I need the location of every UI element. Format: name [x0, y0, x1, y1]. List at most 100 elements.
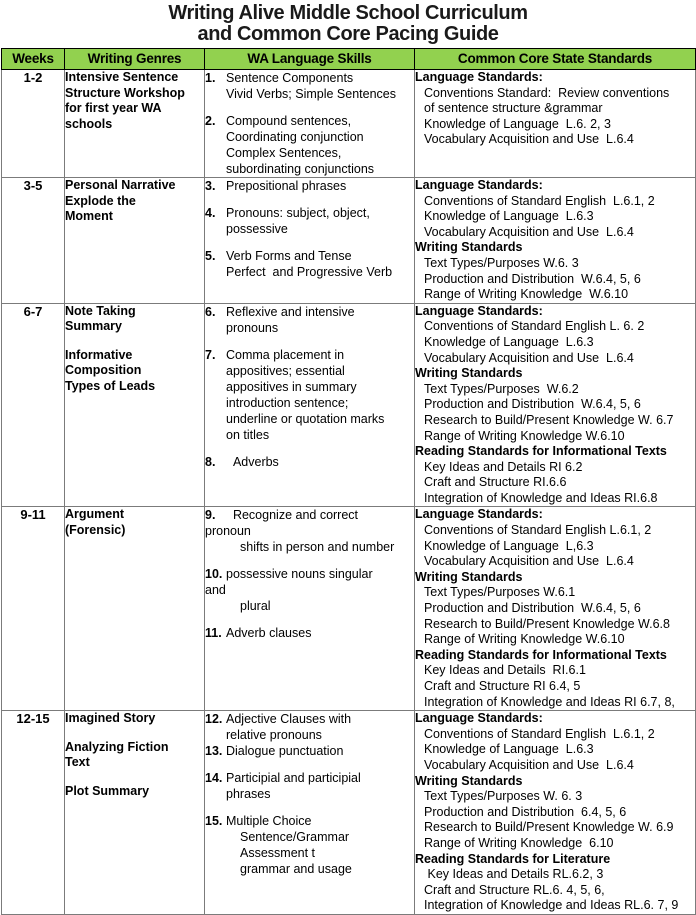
skill-number: 14.: [205, 771, 223, 786]
table-row: 9-11 Argument (Forensic) 9. Recognize and c…: [1, 506, 696, 712]
standards-line: Text Types/Purposes W.6.2: [424, 381, 579, 396]
cell-language-skills: 1. Sentence Components Vivid Verbs; Simple…: [204, 69, 415, 178]
genre-line: Moment: [65, 209, 113, 223]
cell-language-skills: 9. Recognize and correct pronoun shifts in…: [204, 506, 415, 712]
genre-line: Plot Summary: [65, 783, 150, 798]
standards-line: Vocabulary Acquisition and Use L.6.4: [424, 350, 634, 365]
genre-line: Personal Narrative: [65, 178, 176, 192]
standards-line: Key Ideas and Details RI.6.1: [424, 663, 586, 678]
skill-item: 1. Sentence Components Vivid Verbs; Simple…: [205, 70, 414, 102]
standards-line: Knowledge of Language L.6. 2, 3: [424, 116, 611, 131]
cell-writing-genres: Argument (Forensic): [64, 506, 205, 712]
skill-item: 15. Multiple Choice Sentence/Grammar Assess…: [205, 813, 414, 877]
skill-line: introduction sentence;: [226, 395, 349, 410]
cell-common-core-standards: Language Standards: Conventions of Standa…: [414, 710, 696, 915]
genre-line: for first year WA: [65, 101, 162, 115]
standards-line: Knowledge of Language L.6.3: [424, 334, 594, 349]
table-row: 6-7 Note Taking Summary Informative Composit…: [1, 302, 696, 508]
standards-line: Key Ideas and Details RL.6.2, 3: [424, 867, 604, 882]
standards-line: Text Types/Purposes W.6. 3: [424, 255, 579, 270]
standards-heading: Writing Standards: [415, 773, 523, 788]
document-title: Writing Alive Middle School Curriculum a…: [0, 0, 696, 45]
skill-line: Dialogue punctuation: [226, 744, 344, 759]
genre-line: Explode the: [65, 193, 136, 208]
skill-line: Vivid Verbs; Simple Sentences: [226, 87, 397, 101]
standards-line: Vocabulary Acquisition and Use L.6.4: [424, 132, 634, 147]
standards-heading: Language Standards:: [415, 178, 543, 192]
skill-number: 11.: [205, 626, 222, 641]
skill-line: pronouns: [226, 320, 279, 335]
standards-line: Production and Distribution W.6.4, 5, 6: [424, 601, 641, 616]
skill-number: 4.: [205, 206, 216, 220]
skill-line: Perfect and Progressive Verb: [226, 265, 393, 279]
standards-line: Production and Distribution W.6.4, 5, 6: [424, 397, 641, 412]
skill-number: 3.: [205, 179, 216, 193]
standards-line: Research to Build/Present Knowledge W.6.…: [424, 616, 670, 631]
skill-line: Sentence Components: [226, 71, 354, 85]
cell-writing-genres: Personal Narrative Explode the Moment: [64, 177, 205, 304]
standards-heading: Language Standards:: [415, 303, 543, 318]
skill-line: Adverbs: [226, 454, 279, 469]
genre-line: Note Taking: [65, 303, 136, 318]
skill-line: Coordinating conjunction: [226, 130, 364, 144]
skill-line: phrases: [226, 787, 271, 802]
skill-line: subordinating conjunctions: [226, 162, 375, 176]
genre-group: Intensive Sentence Structure Workshop for …: [65, 70, 204, 132]
standards-line: Craft and Structure RI 6.4, 5: [424, 679, 581, 693]
skill-item: 10. possessive nouns singular and plural: [205, 566, 414, 614]
skill-item: 9. Recognize and correct pronoun shifts in…: [205, 507, 414, 555]
cell-common-core-standards: Language Standards: Conventions of Standa…: [414, 177, 696, 304]
standards-line: Knowledge of Language L.6.3: [424, 209, 594, 224]
standards-line: Knowledge of Language L.6.3: [424, 742, 594, 757]
standards-line: Range of Writing Knowledge 6.10: [424, 835, 614, 850]
title-line-2: and Common Core Pacing Guide: [197, 23, 499, 45]
skill-line: relative pronouns: [226, 728, 322, 743]
standards-line: Text Types/Purposes W. 6. 3: [424, 789, 583, 804]
skill-line: Verb Forms and Tense: [226, 249, 352, 263]
table-row: 12-15 Imagined Story Analyzing Fiction Text…: [1, 710, 696, 915]
column-header-wa-language-skills: WA Language Skills: [204, 48, 415, 70]
skill-line: Adverb clauses: [226, 626, 312, 641]
standards-line: Conventions of Standard English L.6.1, 2: [424, 726, 655, 741]
standards-line: Integration of Knowledge and Ideas RL.6.…: [424, 898, 679, 913]
genre-line: (Forensic): [65, 522, 126, 537]
skill-item: 3. Prepositional phrases: [205, 178, 414, 194]
cell-common-core-standards: Language Standards: Conventions of Standa…: [414, 302, 696, 508]
standards-line: Knowledge of Language L,6.3: [424, 538, 594, 553]
pacing-table: Weeks Writing Genres WA Language Skills …: [1, 48, 696, 915]
cell-common-core-standards: Language Standards: Conventions Standard:…: [414, 69, 696, 178]
genre-group: Argument (Forensic): [65, 507, 204, 538]
column-header-weeks: Weeks: [1, 48, 65, 70]
cell-common-core-standards: Language Standards: Conventions of Standa…: [414, 506, 696, 712]
genre-group: Informative Composition Types of Leads: [65, 348, 204, 395]
cell-writing-genres: Note Taking Summary Informative Composition…: [64, 302, 205, 508]
cell-language-skills: 12. Adjective Clauses with relative pronou…: [204, 710, 415, 915]
skill-item: 2. Compound sentences, Coordinating conjun…: [205, 113, 414, 177]
standards-line: Range of Writing Knowledge W.6.10: [424, 428, 625, 443]
cell-language-skills: 6. Reflexive and intensive pronouns 7. Comma…: [204, 302, 415, 508]
standards-line: Range of Writing Knowledge W.6.10: [424, 287, 629, 302]
skill-line: Participial and participial: [226, 771, 361, 786]
standards-heading: Writing Standards: [415, 569, 523, 584]
standards-heading: Language Standards:: [415, 711, 543, 726]
skill-number: 5.: [205, 249, 216, 263]
skill-number: 10.: [205, 567, 223, 582]
genre-line: Analyzing Fiction: [65, 739, 169, 754]
cell-weeks: 9-11: [1, 506, 65, 712]
standards-heading: Reading Standards for Literature: [415, 851, 611, 866]
skill-item: 6. Reflexive and intensive pronouns: [205, 304, 414, 336]
skill-number: 7.: [205, 347, 216, 362]
genre-line: Informative: [65, 347, 133, 362]
standards-heading: Language Standards:: [415, 70, 543, 84]
standards-line: Key Ideas and Details RI 6.2: [424, 459, 583, 474]
standards-line: Conventions of Standard English L.6.1, 2: [424, 523, 652, 538]
skill-item: 8. Adverbs: [205, 454, 414, 470]
standards-heading: Reading Standards for Informational Text…: [415, 647, 667, 662]
genre-line: Text: [65, 755, 90, 770]
skill-line: Assessment t: [240, 846, 316, 861]
genre-line: Intensive Sentence: [65, 70, 179, 84]
genre-group: Personal Narrative Explode the Moment: [65, 178, 204, 225]
genre-line: Structure Workshop: [65, 85, 185, 100]
standards-line: Research to Build/Present Knowledge W. 6…: [424, 412, 674, 427]
skill-number: 15.: [205, 814, 223, 829]
